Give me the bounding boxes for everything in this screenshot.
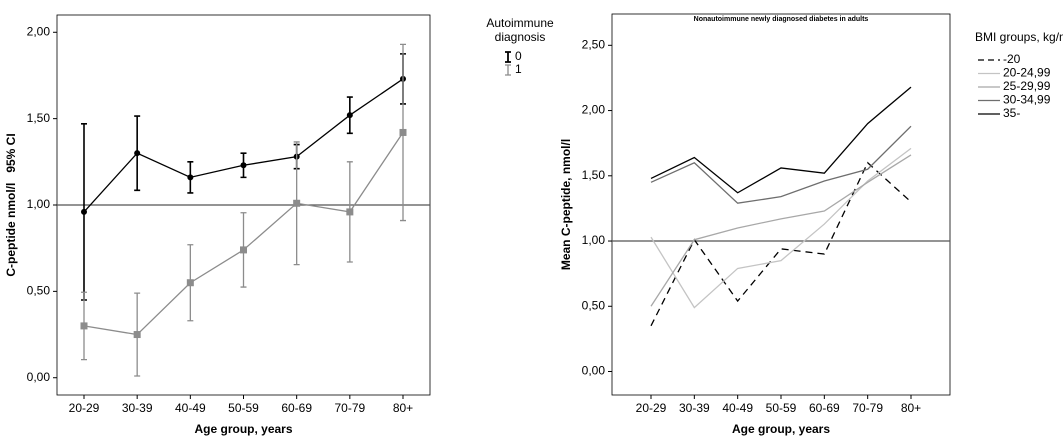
x-tick-label: 70-79 — [334, 401, 365, 415]
x-tick-label: 30-39 — [122, 401, 153, 415]
y-tick-label: 0,50 — [582, 298, 606, 312]
legend-label: 20-24,99 — [1003, 66, 1051, 80]
series-line — [650, 125, 912, 204]
x-tick-label: 30-39 — [679, 401, 710, 415]
x-axis-title: Age group, years — [732, 422, 830, 436]
y-tick-label: 2,00 — [582, 103, 606, 117]
marker — [186, 279, 194, 287]
y-axis-title: Mean C-peptide, nmol/l — [559, 139, 573, 270]
x-tick-label: 70-79 — [852, 401, 883, 415]
x-tick-label: 20-29 — [69, 401, 100, 415]
plot-frame — [611, 13, 951, 396]
marker — [134, 150, 141, 157]
marker — [187, 174, 194, 181]
y-tick-label: 0,50 — [27, 284, 51, 298]
marker — [133, 331, 141, 339]
marker — [399, 128, 407, 136]
y-tick-label: 0,00 — [582, 364, 606, 378]
y-tick-label: 1,00 — [27, 197, 51, 211]
marker — [293, 199, 301, 207]
x-tick-label: 80+ — [393, 401, 413, 415]
legend-label: 35- — [1003, 106, 1020, 120]
legend-label: 1 — [515, 62, 522, 76]
x-tick-label: 20-29 — [636, 401, 667, 415]
y-tick-label: 2,00 — [27, 24, 51, 38]
legend-icon — [505, 64, 511, 76]
x-tick-label: 60-69 — [281, 401, 312, 415]
y-axis-title: C-peptide nmol/l 95% CI — [4, 133, 18, 276]
marker — [346, 112, 353, 119]
legend-label: 25-29,99 — [1003, 79, 1051, 93]
legend-label: 0 — [515, 49, 522, 63]
legend-label: 30-34,99 — [1003, 93, 1051, 107]
marker — [240, 162, 247, 169]
marker — [80, 322, 88, 330]
y-tick-label: 1,50 — [582, 168, 606, 182]
series-line — [650, 147, 912, 309]
legend-title: BMI groups, kg/m — [975, 30, 1063, 44]
x-tick-label: 50-59 — [228, 401, 259, 415]
series-line — [650, 154, 912, 307]
y-tick-label: 2,50 — [582, 37, 606, 51]
x-axis-title: Age group, years — [194, 422, 292, 436]
series-line — [650, 86, 912, 194]
chart-title: Nonautoimmune newly diagnosed diabetes i… — [694, 16, 869, 23]
y-tick-label: 1,50 — [27, 111, 51, 125]
legend-label: -20 — [1003, 52, 1021, 66]
marker — [240, 246, 247, 254]
marker — [81, 208, 87, 215]
marker — [346, 208, 354, 216]
x-tick-label: 50-59 — [766, 401, 797, 415]
series-line — [83, 78, 404, 213]
x-tick-label: 80+ — [901, 401, 921, 415]
legend-title: Autoimmune diagnosis — [486, 16, 554, 44]
y-tick-label: 0,00 — [27, 370, 51, 384]
y-tick-label: 1,00 — [582, 233, 606, 247]
legend-icon — [505, 51, 511, 63]
x-tick-label: 40-49 — [722, 401, 753, 415]
x-tick-label: 40-49 — [175, 401, 206, 415]
x-tick-label: 60-69 — [809, 401, 840, 415]
